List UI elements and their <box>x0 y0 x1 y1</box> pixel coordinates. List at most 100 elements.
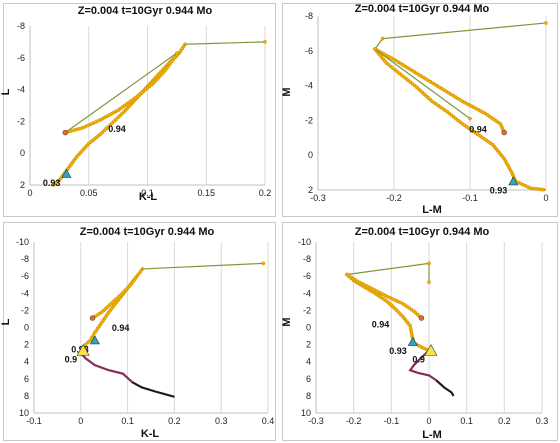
series-line-5 <box>374 48 471 120</box>
x-tick-label: 0.3 <box>536 416 549 426</box>
y-axis-label: M <box>281 87 293 96</box>
x-tick-label: 0.1 <box>121 416 134 426</box>
x-tick-label: -0.2 <box>346 416 362 426</box>
y-tick-label: -4 <box>305 81 313 91</box>
y-tick-label: 0 <box>306 323 311 333</box>
y-tick-label: -6 <box>305 46 313 56</box>
mass-annotation: 0.94 <box>469 124 487 134</box>
y-tick-label: 4 <box>306 357 311 367</box>
y-tick-label: 0 <box>24 323 29 333</box>
series-line-tail <box>131 381 175 398</box>
track-point <box>427 280 431 285</box>
track-point <box>541 187 546 192</box>
mass-annotation: 0.9 <box>412 355 425 365</box>
y-tick-label: -8 <box>17 21 25 31</box>
y-tick-label: 8 <box>24 391 29 401</box>
mass-annotation: 0.93 <box>43 178 61 188</box>
x-tick-label: 0.2 <box>498 416 511 426</box>
y-tick-label: 0 <box>20 148 25 158</box>
y-tick-label: -10 <box>298 237 311 247</box>
x-tick-label: -0.1 <box>462 193 478 203</box>
y-tick-label: -6 <box>303 271 311 281</box>
x-tick-label: -0.3 <box>308 416 324 426</box>
x-tick-label: 0.2 <box>259 188 272 198</box>
y-tick-label: 8 <box>306 391 311 401</box>
track-point <box>380 36 385 41</box>
y-tick-label: -2 <box>17 116 25 126</box>
panel-border <box>3 3 276 217</box>
x-tick-label: 0.1 <box>141 188 154 198</box>
chart-title: Z=0.004 t=10Gyr 0.944 Mo <box>355 3 490 15</box>
y-tick-label: 4 <box>24 357 29 367</box>
x-tick-label: -0.3 <box>310 193 326 203</box>
mass-annotation: 0.94 <box>112 323 130 333</box>
y-tick-label: 6 <box>24 374 29 384</box>
mass-annotation: 0.94 <box>372 320 390 330</box>
chart-title: Z=0.004 t=10Gyr 0.944 Mo <box>355 226 490 238</box>
y-tick-label: -2 <box>303 305 311 315</box>
mass-annotation: 0.93 <box>389 346 407 356</box>
y-tick-label: -8 <box>21 254 29 264</box>
track-point <box>261 261 266 266</box>
y-axis-label: M <box>281 317 293 326</box>
x-tick-label: 0.2 <box>168 416 181 426</box>
x-tick-label: 0.4 <box>262 416 275 426</box>
x-axis-label: L-M <box>422 204 442 216</box>
rgb-tip-point <box>62 129 68 136</box>
chart-panel-3: -0.1 0 0.1 0.2 0.3 0.4 -10 -8 -6 -4 -2 0 2 4 6 8 10 Z=0.0… <box>0 222 276 441</box>
mass-marker-triangle <box>424 343 438 356</box>
track-point <box>427 261 431 266</box>
y-tick-label: 10 <box>301 408 311 418</box>
series-line-4 <box>64 52 178 134</box>
y-tick-label: 2 <box>306 340 311 350</box>
y-tick-label: -4 <box>17 85 25 95</box>
mass-annotation: 0.94 <box>108 124 126 134</box>
track-point <box>175 51 179 55</box>
y-tick-label: -8 <box>305 11 313 21</box>
track-point <box>133 276 138 280</box>
y-tick-label: -2 <box>305 115 313 125</box>
x-tick-label: -0.2 <box>386 193 402 203</box>
series-line-tail <box>435 379 455 397</box>
x-tick-label: 0.15 <box>197 188 215 198</box>
mass-annotation: 0.93 <box>490 185 508 195</box>
y-tick-label: -4 <box>21 288 29 298</box>
series-line-1 <box>346 262 430 276</box>
x-tick-label: 0 <box>27 188 32 198</box>
mass-annotation: 0.9 <box>65 355 78 365</box>
y-tick-label: 10 <box>19 408 29 418</box>
y-tick-label: 2 <box>308 185 313 195</box>
x-tick-label: 0 <box>78 416 83 426</box>
mass-annotation: 0.93 <box>71 344 89 354</box>
y-tick-label: -6 <box>17 53 25 63</box>
x-tick-label: 0.3 <box>215 416 228 426</box>
mass-marker-triangle <box>61 168 72 178</box>
mass-marker-triangle <box>76 343 90 356</box>
y-axis-label: L <box>0 318 12 325</box>
x-tick-label: 0.05 <box>80 188 98 198</box>
chart-panel-2: -0.3 -0.2 -0.1 0 -8 -6 -4 -2 0 2 Z=0.004 t=10Gyr 0… <box>281 3 558 217</box>
y-tick-label: 6 <box>306 374 311 384</box>
track-point <box>83 342 88 347</box>
mass-marker-triangle <box>508 176 519 186</box>
series-line-1 <box>382 22 547 40</box>
rgb-tip-point <box>89 315 96 321</box>
chart-title: Z=0.004 t=10Gyr 0.944 Mo <box>80 226 215 238</box>
chart-panel-4: -0.3 -0.2 -0.1 0 0.1 0.2 0.3 -10 -8 -6 -4 -2 0 2 4 6 8 10… <box>281 222 558 441</box>
chart-title: Z=0.004 t=10Gyr 0.944 Mo <box>78 5 213 17</box>
rgb-tip-point <box>418 315 425 321</box>
series-line-1 <box>185 41 266 45</box>
y-tick-label: -8 <box>303 254 311 264</box>
y-tick-label: -6 <box>21 271 29 281</box>
x-tick-label: 0 <box>543 193 548 203</box>
y-tick-label: 0 <box>308 150 313 160</box>
y-tick-label: -10 <box>16 237 29 247</box>
track-point <box>263 40 267 44</box>
x-tick-label: 0 <box>426 416 431 426</box>
x-axis-label: K-L <box>139 191 158 203</box>
panel-border <box>3 222 276 441</box>
track-point <box>138 269 143 274</box>
y-tick-label: -2 <box>21 305 29 315</box>
x-axis-label: K-L <box>141 428 160 440</box>
